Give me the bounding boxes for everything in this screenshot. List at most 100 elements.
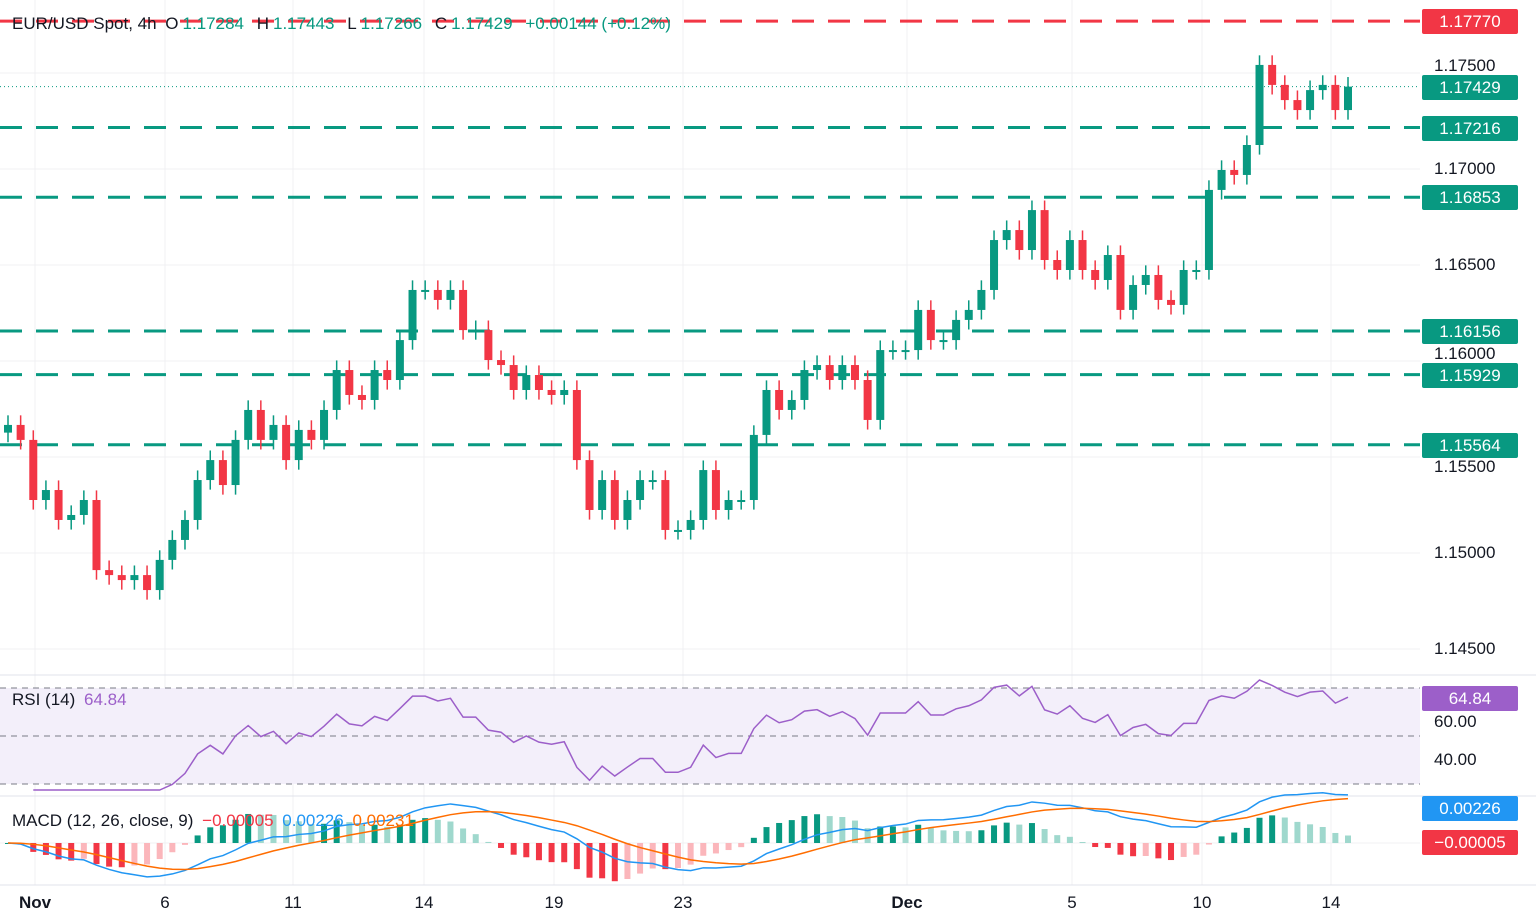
macd-histogram-bar (131, 843, 138, 866)
macd-histogram-bar (1003, 822, 1010, 843)
macd-histogram-bar (573, 843, 580, 870)
macd-histogram-bar (750, 837, 757, 843)
macd-histogram-bar (953, 830, 960, 843)
l-letter: L (347, 14, 357, 33)
macd-histogram-bar (1054, 835, 1061, 843)
rsi-line (33, 679, 1349, 791)
candle-body (939, 340, 948, 343)
level-price-tag: 1.17216 (1422, 115, 1518, 141)
candle-body (395, 340, 404, 381)
macd-histogram-bar (510, 843, 517, 855)
candle-body (623, 500, 632, 520)
candle-body (850, 365, 859, 381)
candle-body (813, 365, 822, 371)
macd-histogram-bar (1155, 843, 1162, 859)
macd-histogram-bar (1193, 843, 1200, 855)
macd-histogram-bar (851, 820, 858, 843)
macd-histogram-bar (1117, 843, 1124, 855)
candle-body (952, 319, 961, 341)
candle-body (699, 470, 708, 520)
macd-histogram-bar (1294, 821, 1301, 843)
candle-body (863, 380, 872, 420)
candle-body (686, 519, 695, 530)
macd-histogram-bar (877, 826, 884, 843)
macd-histogram-bar (485, 841, 492, 843)
macd-histogram-bar (1092, 843, 1099, 848)
macd-label: MACD (12, 26, close, 9) (12, 811, 194, 830)
candle-body (1078, 240, 1087, 270)
macd-histogram-bar (460, 828, 467, 843)
macd-hist-value: −0.00005 (202, 811, 274, 830)
candle-body (1204, 189, 1213, 270)
candle-body (1230, 169, 1239, 175)
change-value: +0.00144 (+0.12%) (525, 14, 671, 33)
macd-histogram-bar (447, 821, 454, 843)
low-value: 1.17266 (360, 14, 423, 33)
candle-body (1293, 100, 1302, 111)
price-axis-label: 1.16500 (1434, 255, 1496, 274)
level-price-tag: 1.16156 (1422, 319, 1518, 345)
macd-histogram-bar (1205, 843, 1212, 845)
candle-body (711, 470, 720, 510)
candle-body (1344, 86, 1352, 111)
macd-histogram-bar (1028, 823, 1035, 843)
rsi-value-tag: 64.84 (1422, 686, 1518, 711)
candle-body (1027, 210, 1036, 251)
candle-body (1331, 84, 1340, 111)
x-label-14-dec: 14 (1321, 893, 1341, 912)
candle-body (218, 460, 227, 486)
x-label-11: 11 (284, 893, 302, 912)
rsi-axis-60: 60.00 (1434, 712, 1477, 731)
candle-body (534, 375, 543, 390)
macd-histogram-bar (169, 843, 176, 853)
level-price-tag: 1.15564 (1422, 432, 1518, 458)
x-label-10: 10 (1192, 893, 1212, 912)
macd-histogram-bar (219, 825, 226, 843)
macd-histogram-bar (738, 843, 745, 848)
macd-histogram-bar (801, 816, 808, 843)
candle-body (977, 289, 986, 310)
macd-histogram-bar (55, 843, 62, 860)
macd-histogram-bar (1079, 842, 1086, 844)
macd-histogram-bar (965, 831, 972, 843)
price-axis-label: 1.15000 (1434, 543, 1496, 562)
candle-body (16, 424, 25, 440)
macd-histogram-bar (826, 816, 833, 843)
candle-body (990, 240, 999, 290)
candle-body (497, 360, 506, 366)
candle-body (901, 350, 910, 353)
macd-histogram-bar (687, 843, 694, 865)
candle-body (572, 389, 581, 461)
macd-histogram-bar (991, 825, 998, 843)
macd-histogram-bar (548, 843, 555, 863)
macd-histogram-bar (1345, 835, 1351, 843)
macd-histogram-bar (1218, 836, 1225, 843)
macd-histogram-bar (321, 823, 328, 843)
candle-body (143, 575, 152, 591)
macd-histogram-bar (927, 827, 934, 843)
candle-body (117, 575, 126, 581)
macd-histogram-bar (814, 814, 821, 843)
candle-body (724, 500, 733, 510)
candle-body (357, 394, 366, 400)
rsi-value: 64.84 (84, 690, 127, 709)
close-label: C 1.17429 (435, 14, 517, 33)
candle-body (1053, 260, 1062, 270)
level-price-tag: 1.17770 (1422, 9, 1518, 35)
candle-body (1167, 299, 1176, 305)
macd-histogram-bar (30, 843, 37, 852)
candle-body (54, 490, 63, 520)
macd-histogram-bar (498, 843, 505, 848)
macd-histogram-bar (763, 827, 770, 843)
candle-body (648, 480, 657, 483)
candle-body (560, 389, 569, 395)
candle-body (1116, 255, 1125, 310)
macd-histogram-bar (207, 827, 214, 843)
candle-body (787, 399, 796, 410)
macd-histogram-bar (472, 834, 479, 843)
candle-body (471, 330, 480, 333)
candle-body (332, 370, 341, 410)
rsi-legend: RSI (14) 64.84 (12, 690, 131, 710)
macd-histogram-bar (1307, 824, 1314, 843)
